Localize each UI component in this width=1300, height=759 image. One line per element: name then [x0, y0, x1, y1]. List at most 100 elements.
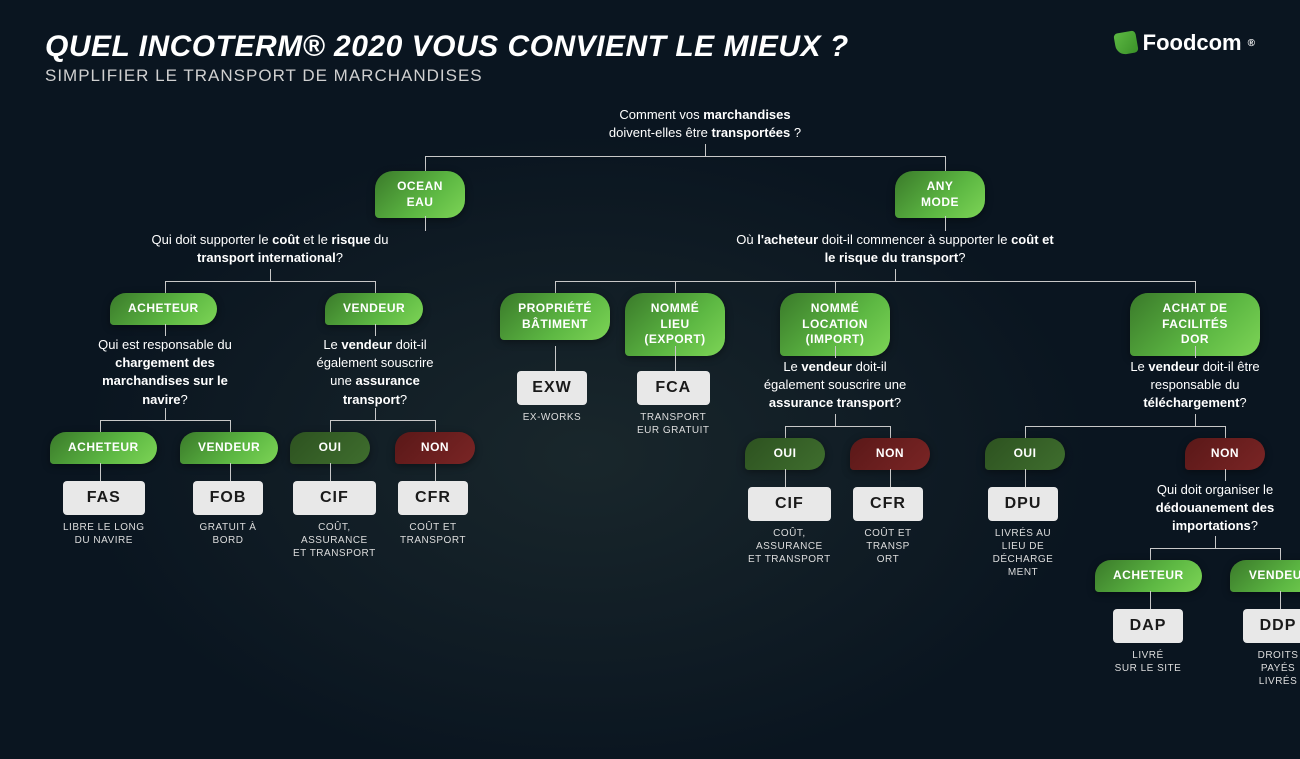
- connector: [425, 216, 426, 231]
- connector: [425, 156, 426, 171]
- result-cif2: CIF: [748, 487, 831, 521]
- connector: [555, 281, 556, 293]
- pill-non2: NON: [850, 438, 930, 470]
- q-dedouanement: Qui doit organiser ledédouanement desimp…: [1125, 481, 1300, 536]
- connector: [1280, 591, 1281, 609]
- connector: [330, 463, 331, 481]
- q-assurance2: Le vendeur doit-ilégalement souscrire un…: [745, 358, 925, 413]
- connector: [1225, 469, 1226, 481]
- result-exw: EXW: [517, 371, 587, 405]
- connector: [1195, 414, 1196, 426]
- desc-exw: EX-WORKS: [517, 411, 587, 424]
- connector: [675, 281, 676, 293]
- connector: [165, 408, 166, 420]
- connector: [375, 281, 376, 293]
- pill-acheteur1: ACHETEUR: [110, 293, 217, 325]
- pill-non1: NON: [395, 432, 475, 464]
- pill-acheteur3: ACHETEUR: [1095, 560, 1202, 592]
- connector: [835, 281, 836, 293]
- desc-cif: COÛT,ASSURANCEET TRANSPORT: [293, 521, 376, 560]
- connector: [785, 469, 786, 487]
- connector: [435, 463, 436, 481]
- pill-propriete: PROPRIÉTÉBÂTIMENT: [500, 293, 610, 340]
- connector: [165, 281, 166, 293]
- connector: [330, 420, 435, 421]
- desc-fob: GRATUIT ÀBORD: [193, 521, 263, 547]
- result-dap: DAP: [1113, 609, 1183, 643]
- connector: [555, 281, 1195, 282]
- desc-fca: TRANSPORTEUR GRATUIT: [637, 411, 710, 437]
- q-any: Où l'acheteur doit-il commencer à suppor…: [615, 231, 1175, 267]
- desc-ddp: DROITS PAYÉSLIVRÉS: [1243, 649, 1300, 688]
- connector: [1195, 346, 1196, 358]
- logo: Foodcom®: [1115, 30, 1255, 56]
- connector: [270, 269, 271, 281]
- connector: [895, 269, 896, 281]
- pill-vendeur2: VENDEUR: [180, 432, 278, 464]
- q-root: Comment vos marchandisesdoivent-elles êt…: [515, 106, 895, 142]
- pill-ocean: OCEANEAU: [375, 171, 465, 218]
- leaf-icon: [1113, 30, 1138, 55]
- q-ocean: Qui doit supporter le coût et le risque …: [105, 231, 435, 267]
- logo-text: Foodcom: [1143, 30, 1242, 56]
- main-title: QUEL INCOTERM® 2020 VOUS CONVIENT LE MIE…: [45, 30, 1115, 64]
- result-cfr2: CFR: [853, 487, 923, 521]
- connector: [1280, 548, 1281, 560]
- pill-vendeur1: VENDEUR: [325, 293, 423, 325]
- desc-cfr: COÛT ETTRANSPORT: [398, 521, 468, 547]
- connector: [1150, 548, 1280, 549]
- connector: [230, 420, 231, 432]
- connector: [1025, 426, 1026, 438]
- q-telechargement: Le vendeur doit-il êtreresponsable dutél…: [1105, 358, 1285, 413]
- connector: [945, 216, 946, 231]
- desc-dap: LIVRÉSUR LE SITE: [1113, 649, 1183, 675]
- connector: [435, 420, 436, 432]
- desc-fas: LIBRE LE LONGDU NAVIRE: [63, 521, 145, 547]
- connector: [835, 346, 836, 358]
- connector: [1025, 426, 1225, 427]
- connector: [1215, 536, 1216, 548]
- connector: [1150, 548, 1151, 560]
- desc-dpu: LIVRÉS AULIEU DEDÉCHARGEMENT: [988, 527, 1058, 579]
- connector: [890, 469, 891, 487]
- result-fca: FCA: [637, 371, 710, 405]
- pill-oui2: OUI: [745, 438, 825, 470]
- connector: [100, 420, 101, 432]
- pill-oui3: OUI: [985, 438, 1065, 470]
- connector: [375, 408, 376, 420]
- pill-anymode: ANYMODE: [895, 171, 985, 218]
- connector: [705, 144, 706, 156]
- connector: [230, 463, 231, 481]
- connector: [375, 324, 376, 336]
- connector: [165, 324, 166, 336]
- connector: [945, 156, 946, 171]
- connector: [100, 420, 230, 421]
- connector: [835, 414, 836, 426]
- result-ddp: DDP: [1243, 609, 1300, 643]
- pill-oui1: OUI: [290, 432, 370, 464]
- q-chargement: Qui est responsable duchargement desmarc…: [65, 336, 265, 409]
- result-dpu: DPU: [988, 487, 1058, 521]
- connector: [890, 426, 891, 438]
- connector: [555, 346, 556, 371]
- result-fob: FOB: [193, 481, 263, 515]
- pill-acheteur2: ACHETEUR: [50, 432, 157, 464]
- desc-cif2: COÛT,ASSURANCEET TRANSPORT: [748, 527, 831, 566]
- pill-vendeur3: VENDEUR: [1230, 560, 1300, 592]
- connector: [165, 281, 375, 282]
- connector: [425, 156, 945, 157]
- connector: [675, 346, 676, 371]
- connector: [1025, 469, 1026, 487]
- connector: [1150, 591, 1151, 609]
- subtitle: SIMPLIFIER LE TRANSPORT DE MARCHANDISES: [45, 66, 1115, 86]
- desc-cfr2: COÛT ETTRANSPORT: [853, 527, 923, 566]
- q-assurance1: Le vendeur doit-ilégalement souscrireune…: [295, 336, 455, 409]
- result-cfr: CFR: [398, 481, 468, 515]
- connector: [100, 463, 101, 481]
- pill-non3: NON: [1185, 438, 1265, 470]
- connector: [1195, 281, 1196, 293]
- connector: [1225, 426, 1226, 438]
- connector: [785, 426, 786, 438]
- result-cif: CIF: [293, 481, 376, 515]
- connector: [785, 426, 890, 427]
